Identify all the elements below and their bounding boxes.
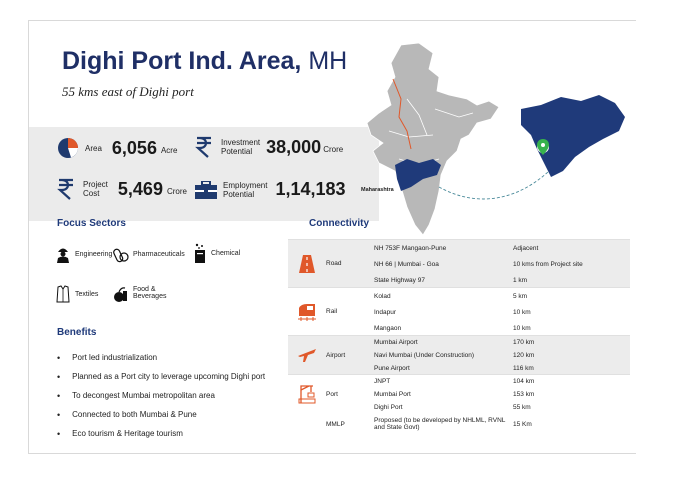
employment-label-2: Potential	[223, 189, 255, 199]
connectivity-name: Airport	[326, 351, 346, 359]
sector-label-line2: Beverages	[133, 293, 167, 300]
area-unit: Acre	[160, 145, 178, 155]
slide: Dighi Port Ind. Area, MH 55 kms east of …	[28, 20, 636, 454]
project-cost-label-2: Cost	[83, 189, 100, 198]
sector-label: Textiles	[75, 290, 99, 298]
connectivity-group-road: Road NH 753F Mangaon-Pune Adjacent NH 66…	[288, 239, 630, 287]
sector-label: Pharmaceuticals	[133, 250, 185, 258]
investment-label-1: Investment	[221, 138, 261, 147]
table-row: Pune Airport 116 km	[374, 365, 534, 372]
pharma-icon	[113, 248, 129, 263]
table-row: Proposed (to be developed by NHLML, RVNL…	[374, 416, 532, 432]
food-icon	[114, 287, 127, 302]
investment-unit: Crore	[323, 144, 344, 154]
train-icon	[298, 303, 316, 321]
area-value: 6,056	[111, 137, 157, 158]
sector-label: Engineering	[75, 250, 113, 258]
connectivity-group-port: Port JNPT 104 km Mumbai Port 153 km Digh…	[288, 374, 630, 413]
sector-textiles: Textiles	[55, 285, 98, 303]
pie-chart-icon	[58, 138, 78, 158]
list-item: Port led industrialization	[57, 348, 265, 367]
stat-employment: Employment Potential 1,14,183	[195, 179, 346, 200]
chemical-icon	[195, 243, 205, 263]
list-item: Planned as a Port city to leverage upcom…	[57, 367, 265, 386]
connectivity-group-airport: Airport Mumbai Airport 170 km Navi Mumba…	[288, 335, 630, 374]
maharashtra-zoom	[521, 95, 625, 177]
maharashtra-region	[395, 159, 441, 191]
sector-pharmaceuticals: Pharmaceuticals	[113, 245, 185, 263]
stat-project-cost: Project Cost 5,469 Crore	[57, 177, 187, 201]
table-row: JNPT 104 km	[374, 378, 535, 385]
port-crane-icon	[298, 385, 316, 404]
india-map: Maharashtra	[361, 42, 625, 236]
table-row: Mumbai Port 153 km	[374, 391, 535, 398]
sector-engineering: Engineering	[55, 245, 112, 263]
list-item: Connected to both Mumbai & Pune	[57, 405, 265, 424]
benefits-list: Port led industrialization Planned as a …	[57, 348, 265, 443]
list-item: Eco tourism & Heritage tourism	[57, 424, 265, 443]
investment-label-2: Potential	[221, 147, 253, 156]
connectivity-group-mmlp: MMLP Proposed (to be developed by NHLML,…	[288, 413, 630, 435]
maharashtra-label: Maharashtra	[361, 187, 395, 193]
table-row: Navi Mumbai (Under Construction) 120 km	[374, 352, 535, 359]
employment-label-1: Employment	[223, 180, 268, 190]
connectivity-table: Road NH 753F Mangaon-Pune Adjacent NH 66…	[288, 239, 630, 435]
stats-panel: Area 6,056 Acre Investment Potential 38,…	[29, 127, 379, 221]
engineer-icon	[57, 248, 69, 263]
location-pin-icon	[537, 139, 549, 155]
road-icon	[299, 254, 315, 273]
connectivity-name: Port	[326, 390, 338, 398]
airplane-icon	[298, 349, 316, 362]
india-outline	[366, 42, 500, 236]
employment-value: 1,14,183	[275, 179, 346, 199]
stat-area: Area 6,056 Acre	[57, 137, 177, 159]
project-cost-value: 5,469	[117, 178, 163, 199]
title-main: Dighi Port Ind. Area,	[62, 47, 302, 75]
page-subtitle: 55 kms east of Dighi port	[62, 84, 194, 99]
table-row: Mumbai Airport 170 km	[374, 339, 535, 346]
project-cost-unit: Crore	[166, 186, 187, 196]
table-row: Mangaon 10 km	[374, 324, 531, 332]
table-row: Indapur 10 km	[374, 308, 531, 316]
connectivity-name: Road	[326, 260, 342, 267]
focus-sectors-heading: Focus Sectors	[57, 218, 126, 229]
table-row: NH 66 | Mumbai - Goa 10 kms from Project…	[374, 260, 583, 268]
connectivity-heading: Connectivity	[309, 218, 370, 229]
sector-label-line1: Food &	[133, 286, 156, 293]
stat-investment: Investment Potential 38,000 Crore	[195, 135, 343, 159]
table-row: Dighi Port 55 km	[374, 404, 531, 411]
briefcase-icon	[195, 180, 217, 199]
area-label: Area	[85, 143, 102, 153]
sector-food-beverages: Food & Beverages	[113, 283, 166, 303]
table-row: Kolad 5 km	[374, 292, 528, 300]
connectivity-name: Rail	[326, 308, 338, 315]
project-cost-label-1: Project	[83, 180, 108, 189]
sector-label: Chemical	[211, 249, 241, 257]
table-row: State Highway 97 1 km	[374, 276, 528, 284]
connectivity-group-rail: Rail Kolad 5 km Indapur 10 km Mangaon 10…	[288, 287, 630, 335]
sector-chemical: Chemical	[193, 243, 240, 263]
rupee-icon	[195, 136, 211, 158]
page-title: Dighi Port Ind. Area, MH	[62, 47, 347, 76]
rupee-icon	[57, 178, 73, 200]
table-row: NH 753F Mangaon-Pune Adjacent	[374, 244, 539, 252]
list-item: To decongest Mumbai metropolitan area	[57, 386, 265, 405]
benefits-heading: Benefits	[57, 327, 97, 338]
investment-value: 38,000	[266, 136, 322, 157]
title-suffix: MH	[308, 47, 348, 75]
connectivity-name: MMLP	[326, 420, 345, 428]
textile-icon	[56, 285, 70, 303]
